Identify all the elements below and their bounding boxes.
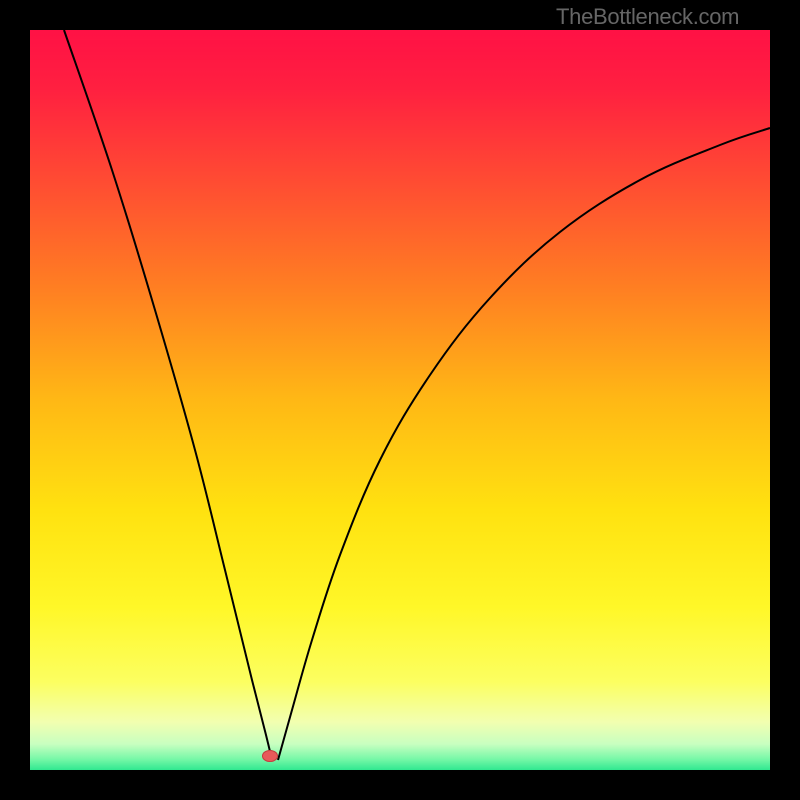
bottleneck-curve <box>0 0 800 800</box>
trough-marker <box>262 750 278 762</box>
watermark-text: TheBottleneck.com <box>556 4 739 30</box>
chart-canvas: TheBottleneck.com <box>0 0 800 800</box>
curve-left-branch <box>64 30 272 760</box>
curve-right-branch <box>278 128 770 760</box>
